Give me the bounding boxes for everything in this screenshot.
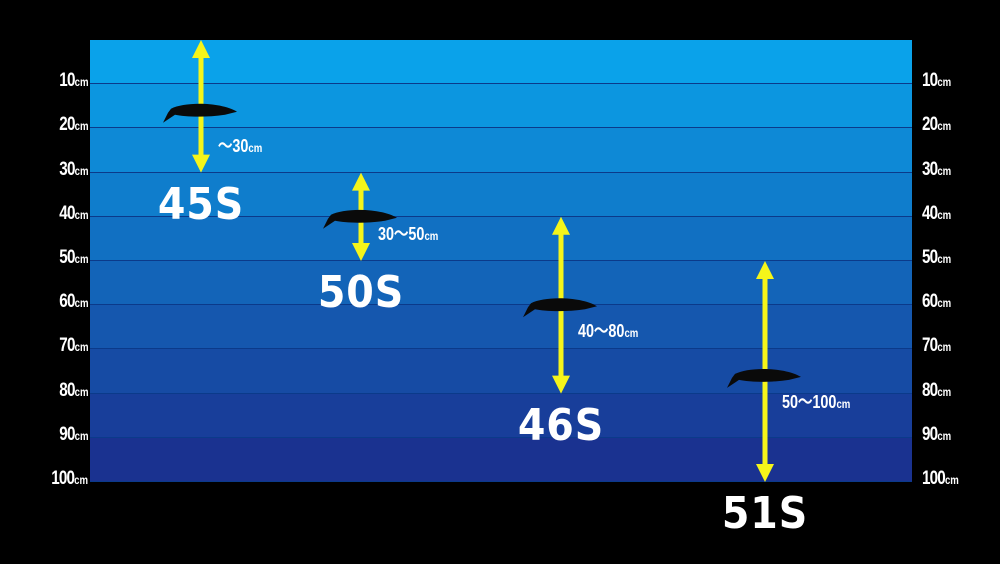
lure-model-label: 46S [517, 399, 605, 451]
water-depth-panel [90, 40, 912, 482]
arrow-down-head-icon [552, 375, 570, 394]
depth-tick-label: 40cm [922, 202, 952, 224]
lure-silhouette-icon [323, 209, 397, 229]
depth-band [90, 261, 912, 306]
depth-tick-label: 60cm [58, 291, 88, 313]
depth-range-label: 50～100cm [782, 391, 851, 412]
arrow-up-head-icon [192, 40, 210, 58]
lure-silhouette-icon [727, 368, 801, 388]
lure-model-label: 45S [157, 178, 245, 230]
depth-tick-label: 80cm [922, 379, 952, 401]
depth-tick-label: 80cm [58, 379, 88, 401]
depth-tick-label: 90cm [58, 423, 88, 445]
depth-tick-label: 60cm [922, 291, 952, 313]
depth-tick-label: 70cm [58, 335, 88, 357]
depth-band [90, 437, 912, 482]
depth-tick-label: 20cm [922, 114, 952, 136]
depth-tick-label: 70cm [922, 335, 952, 357]
depth-band [90, 172, 912, 217]
depth-range-label: ～30cm [218, 136, 263, 156]
lure-model-label: 51S [721, 488, 809, 539]
depth-band [90, 128, 912, 173]
arrow-up-head-icon [756, 261, 774, 279]
depth-tick-label: 30cm [58, 158, 88, 180]
depth-tick-label: 90cm [922, 423, 952, 445]
depth-tick-label: 50cm [58, 247, 88, 268]
arrow-down-head-icon [756, 464, 774, 482]
depth-range-label: 30～50cm [378, 223, 439, 244]
depth-band [90, 40, 912, 85]
lure-silhouette-icon [523, 298, 597, 318]
depth-band [90, 393, 912, 438]
depth-tick-label: 30cm [922, 158, 952, 180]
depth-tick-label: 20cm [58, 114, 88, 136]
depth-band [90, 305, 912, 350]
depth-band [90, 84, 912, 129]
depth-tick-label: 40cm [58, 202, 88, 224]
depth-tick-label: 10cm [922, 70, 952, 92]
arrow-down-head-icon [352, 243, 370, 261]
lure-silhouette-icon [163, 103, 237, 123]
depth-band [90, 349, 912, 394]
depth-tick-label: 50cm [922, 247, 952, 268]
depth-tick-label: 100cm [51, 468, 88, 489]
depth-tick-label: 10cm [58, 70, 88, 92]
arrow-up-head-icon [552, 216, 570, 235]
arrow-down-head-icon [192, 154, 210, 173]
depth-tick-label: 100cm [922, 468, 959, 489]
depth-band [90, 216, 912, 261]
arrow-up-head-icon [352, 172, 370, 191]
lure-model-label: 50S [317, 267, 405, 318]
depth-range-label: 40～80cm [578, 320, 639, 341]
